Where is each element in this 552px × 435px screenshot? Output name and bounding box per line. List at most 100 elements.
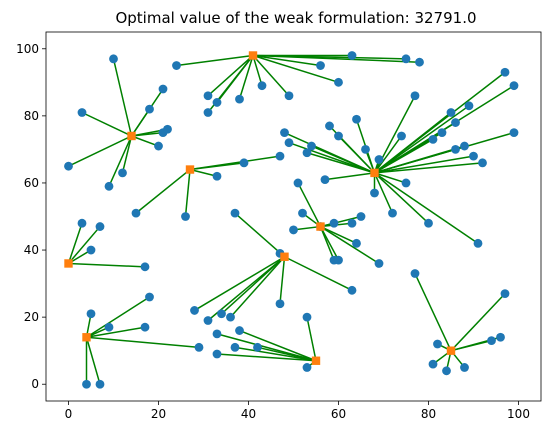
assignment-line <box>374 105 470 174</box>
customer-point <box>487 336 496 346</box>
customer-point <box>374 259 384 268</box>
customer-point <box>334 255 343 265</box>
assignment-line <box>239 329 317 362</box>
assignment-line <box>252 54 420 63</box>
customer-point <box>334 131 343 141</box>
x-tick-label: 40 <box>241 407 256 421</box>
customer-point <box>293 178 303 188</box>
assignment-line <box>86 296 150 338</box>
customer-point <box>77 218 87 228</box>
customer-point <box>131 208 141 218</box>
assignment-line <box>112 58 133 137</box>
customer-point <box>478 158 487 168</box>
customer-point <box>334 77 343 87</box>
assignment-line <box>121 135 133 174</box>
assignment-line <box>81 111 132 137</box>
customer-point <box>469 151 478 161</box>
assignment-line <box>373 172 394 214</box>
customer-point <box>280 128 289 138</box>
customer-point <box>473 238 483 248</box>
customer-point <box>95 379 105 389</box>
customer-point <box>226 312 235 322</box>
customer-point <box>307 141 316 151</box>
y-tick-label: 60 <box>24 176 39 190</box>
y-tick-label: 40 <box>24 243 39 257</box>
assignment-line <box>374 148 456 174</box>
customer-point <box>212 98 222 107</box>
assignment-line <box>252 54 321 67</box>
facility-marker <box>64 259 73 268</box>
assignment-line <box>306 152 375 174</box>
customer-point <box>320 175 330 185</box>
customer-point <box>356 212 366 221</box>
assignment-line <box>68 262 146 268</box>
customer-point <box>203 108 213 117</box>
facility-marker <box>82 333 91 342</box>
customer-point <box>86 309 96 319</box>
customer-point <box>203 91 213 101</box>
customer-point <box>302 312 312 322</box>
customer-point <box>352 238 361 248</box>
assignment-line <box>320 225 357 245</box>
customer-point <box>298 208 307 218</box>
y-tick-label: 0 <box>31 377 39 391</box>
x-tick-label: 100 <box>507 407 530 421</box>
customer-point <box>500 289 510 299</box>
assignment-line <box>320 225 380 265</box>
customer-point <box>388 208 397 218</box>
customer-point <box>158 84 168 94</box>
assignment-line <box>86 326 146 339</box>
customer-point <box>212 171 222 181</box>
customer-point <box>289 225 298 235</box>
assignment-line <box>306 316 317 361</box>
assignment-line <box>229 256 286 318</box>
customer-point <box>145 104 154 114</box>
customer-point <box>194 342 204 352</box>
assignment-line <box>184 169 191 217</box>
assignment-line <box>252 54 339 84</box>
customer-point <box>145 292 154 302</box>
assignment-line <box>216 353 317 362</box>
customer-point <box>118 168 127 178</box>
customer-point <box>190 306 199 315</box>
plot-frame <box>45 31 542 402</box>
customer-point <box>140 262 150 272</box>
customer-point <box>325 121 334 131</box>
customer-point <box>500 67 510 77</box>
assignment-line <box>189 155 281 171</box>
customer-point <box>361 145 370 154</box>
assignment-line <box>374 162 483 174</box>
customer-point <box>446 108 456 117</box>
customer-point <box>235 94 244 104</box>
customer-point <box>109 54 118 64</box>
customer-point <box>370 188 379 198</box>
customer-point <box>352 114 361 124</box>
assignment-line <box>252 54 290 97</box>
customer-point <box>302 363 312 372</box>
customer-point <box>415 57 424 67</box>
assignment-line <box>293 225 321 231</box>
assignment-line <box>284 256 353 291</box>
customer-point <box>181 212 190 221</box>
assignment-line <box>374 155 474 174</box>
x-tick-label: 60 <box>331 407 346 421</box>
customer-point <box>77 108 87 117</box>
facility-marker <box>446 346 456 355</box>
facility-marker <box>185 165 195 174</box>
y-tick-label: 20 <box>24 310 39 324</box>
assignment-line <box>194 256 285 312</box>
assignment-line <box>234 212 285 258</box>
assignment-line <box>176 54 254 67</box>
customer-point <box>212 329 222 339</box>
customer-point <box>442 366 451 376</box>
customer-point <box>64 161 73 171</box>
assignment-line <box>279 256 286 304</box>
customer-point <box>428 134 438 144</box>
assignment-line <box>374 138 434 174</box>
customer-point <box>104 181 114 191</box>
assignment-line <box>311 145 375 174</box>
assignment-line <box>68 135 132 167</box>
customer-point <box>235 326 244 335</box>
customer-point <box>302 148 312 158</box>
